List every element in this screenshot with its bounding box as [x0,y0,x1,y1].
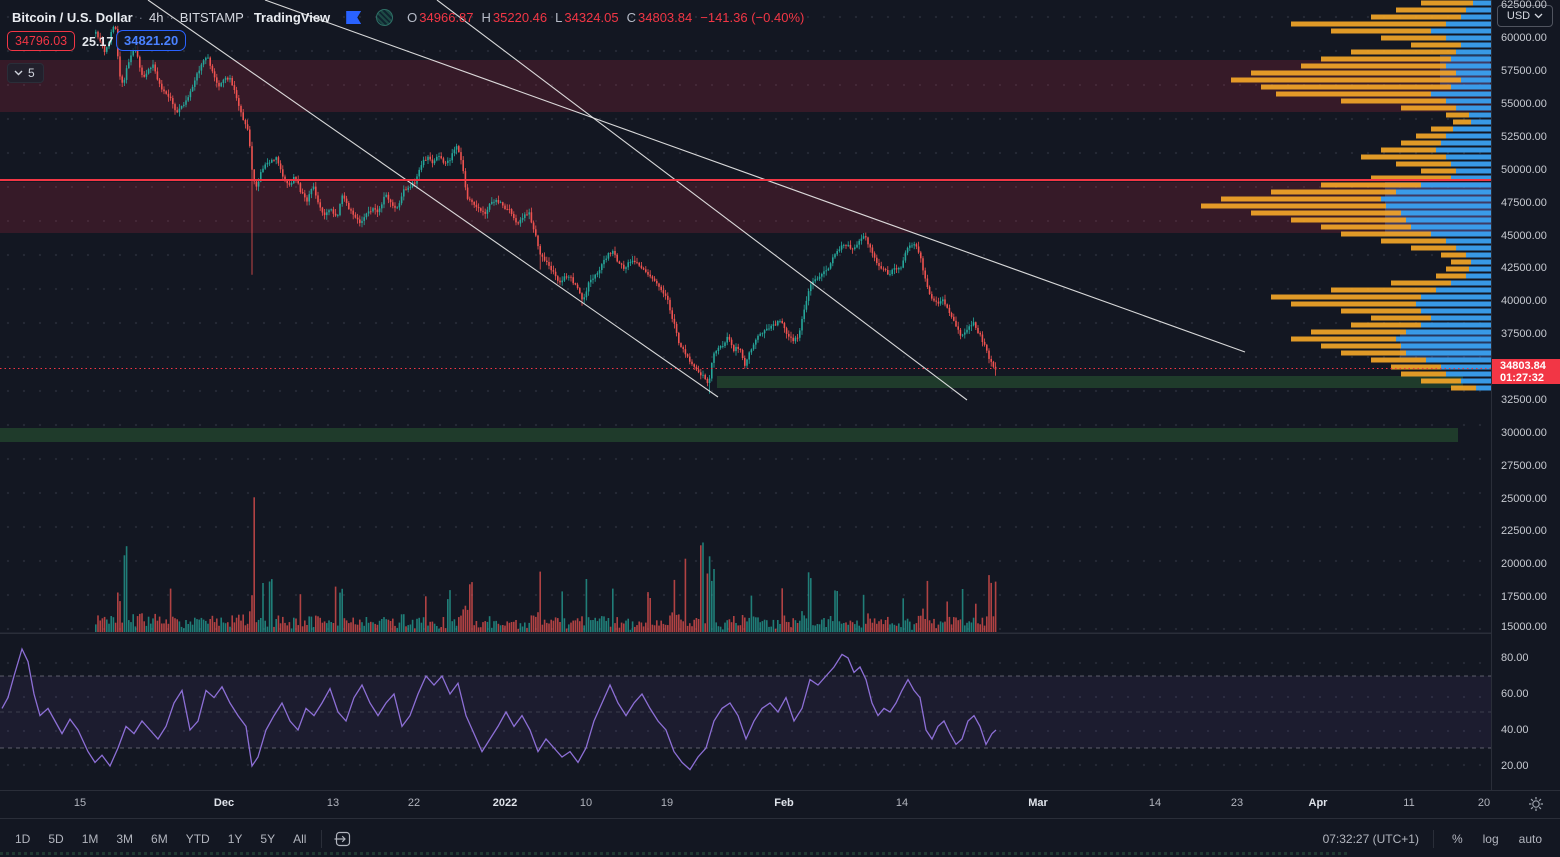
session-strip [0,852,1350,855]
price-tick: 52500.00 [1501,131,1547,143]
range-button-3m[interactable]: 3M [109,828,140,850]
log-scale-button[interactable]: log [1482,831,1499,846]
price-tick: 37500.00 [1501,328,1547,340]
price-tick: 47500.00 [1501,197,1547,209]
range-button-1m[interactable]: 1M [75,828,106,850]
price-tick: 32500.00 [1501,394,1547,406]
chevron-down-icon [1534,13,1543,19]
chart-grid-background [0,0,1492,790]
toolbar-divider [1432,829,1434,848]
axis-settings-gear-icon[interactable] [1528,796,1544,812]
toolbar-divider [321,829,323,848]
price-tick: 57500.00 [1501,65,1547,77]
range-button-all[interactable]: All [286,828,313,850]
time-tick: 2022 [492,797,518,809]
rsi-tick: 60.00 [1501,688,1529,700]
price-tick: 55000.00 [1501,98,1547,110]
chevron-down-icon [14,70,23,76]
time-tick: Mar [1028,797,1048,809]
price-tick: 25000.00 [1501,493,1547,505]
change-value: −141.36 (−0.40%) [700,10,805,25]
range-button-6m[interactable]: 6M [144,828,175,850]
order-price-label-blue[interactable]: 34821.20 [116,30,187,51]
time-tick: 20 [1477,797,1490,809]
ohlc-values: O 34966.87 H 35220.46 L 34324.05 C 34803.84 … [407,10,805,25]
currency-toggle-button[interactable]: USD [1497,5,1553,27]
date-range-buttons: 1D 5D 1M 3M 6M YTD 1Y 5Y All [0,828,313,850]
time-tick: Feb [774,797,794,809]
time-tick: 22 [407,797,421,809]
alert-price-label-red[interactable]: 34796.03 [7,31,76,51]
time-tick: 11 [1403,797,1415,809]
time-tick: Dec [213,797,235,809]
flag-icon[interactable] [346,11,362,24]
chart-legend: Bitcoin / U.S. Dollar · 4h · BITSTAMP Tr… [12,9,805,26]
symbol-title[interactable]: Bitcoin / U.S. Dollar [12,10,133,25]
price-tick: 45000.00 [1501,230,1547,242]
rsi-tick: 80.00 [1501,652,1529,664]
time-tick: 15 [73,797,87,809]
price-tick: 20000.00 [1501,558,1547,570]
time-tick: 19 [660,797,674,809]
price-tick: 62500.00 [1501,0,1547,11]
time-tick: 23 [1230,797,1244,809]
auto-scale-button[interactable]: auto [1518,831,1542,846]
rsi-tick: 40.00 [1501,724,1529,736]
pane-divider[interactable] [0,790,1560,791]
price-tick: 50000.00 [1501,164,1547,176]
pane-divider[interactable] [0,633,1560,634]
time-tick: 10 [579,797,593,809]
time-tick: 14 [895,797,909,809]
price-tick: 40000.00 [1501,295,1547,307]
price-axis[interactable]: USD 34803.84 01:27:32 62500.00 60000.00 57… [1492,0,1560,790]
range-button-5y[interactable]: 5Y [253,828,282,850]
interval-label[interactable]: 4h [148,10,164,25]
axis-vertical-separator [1491,0,1492,818]
price-tick: 22500.00 [1501,525,1547,537]
time-tick: Apr [1308,797,1328,809]
range-button-1y[interactable]: 1Y [221,828,250,850]
bar-countdown: 01:27:32 [1500,372,1545,384]
scale-controls: 07:32:27 (UTC+1) % log auto [1323,828,1552,850]
last-price-label: 34803.84 01:27:32 [1492,359,1560,384]
price-tick: 60000.00 [1501,32,1547,44]
bottom-toolbar: 1D 5D 1M 3M 6M YTD 1Y 5Y All 07:32:27 (UTC+1) % … [0,818,1560,857]
range-button-5d[interactable]: 5D [41,828,70,850]
exchange-label: BITSTAMP [179,10,244,25]
range-button-1d[interactable]: 1D [8,828,37,850]
clock-label[interactable]: 07:32:27 (UTC+1) [1322,831,1419,846]
indicator-value-label: 25.17 [82,35,114,49]
rsi-tick: 20.00 [1501,760,1529,772]
price-tick: 17500.00 [1501,591,1547,603]
indicators-collapsed-button[interactable]: 5 [7,63,44,83]
time-axis[interactable]: 15 Dec 13 22 2022 10 19 Feb 14 Mar 14 23 Apr 11 20 [0,791,1560,818]
go-to-date-icon[interactable] [334,830,352,848]
range-button-ytd[interactable]: YTD [179,828,217,850]
price-tick: 15000.00 [1501,621,1547,633]
price-chart-canvas[interactable] [0,0,1492,790]
price-tick: 27500.00 [1501,460,1547,472]
price-tick: 42500.00 [1501,262,1547,274]
percent-scale-button[interactable]: % [1451,831,1463,846]
price-tick: 30000.00 [1501,427,1547,439]
publisher-avatar-icon[interactable] [376,9,394,26]
brand-label[interactable]: TradingView [253,10,331,25]
last-price-value: 34803.84 [1500,360,1546,372]
time-tick: 14 [1148,797,1162,809]
time-tick: 13 [326,797,340,809]
